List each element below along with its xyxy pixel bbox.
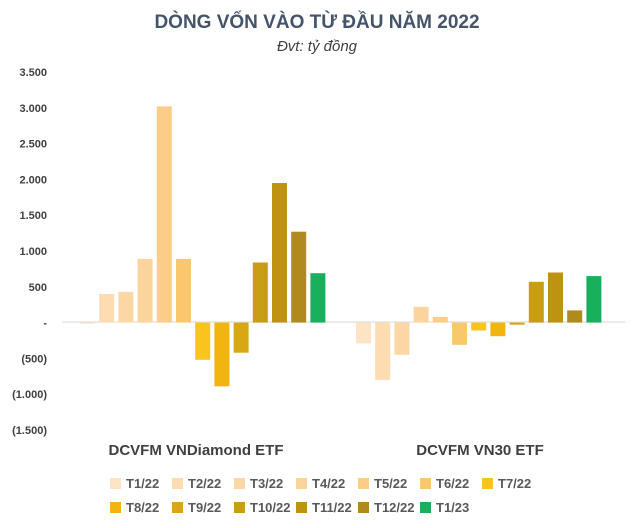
legend-swatch	[110, 478, 121, 489]
bar	[509, 322, 525, 325]
legend-label: T9/22	[188, 500, 221, 515]
legend-label: T12/22	[374, 500, 414, 515]
category-label: DCVFM VNDiamond ETF	[109, 442, 284, 459]
legend-label: T3/22	[250, 476, 283, 491]
bar	[490, 322, 506, 337]
bar	[80, 322, 95, 324]
y-tick-label: 500	[29, 282, 47, 294]
bars	[80, 106, 602, 387]
y-tick-label: 2.000	[19, 174, 47, 186]
legend-label: T10/22	[250, 500, 290, 515]
bar	[567, 310, 583, 323]
bar	[452, 322, 467, 345]
bar	[156, 106, 172, 323]
legend-swatch	[420, 502, 431, 513]
bar	[413, 306, 429, 323]
y-tick-label: 3.000	[19, 103, 47, 115]
legend-label: T8/22	[126, 500, 159, 515]
legend-swatch	[172, 502, 183, 513]
bar	[432, 316, 448, 323]
legend-label: T1/22	[126, 476, 159, 491]
chart-subtitle: Đvt: tỷ đồng	[277, 38, 358, 55]
bar	[394, 322, 410, 355]
y-tick-label: 1.500	[19, 210, 47, 222]
legend-swatch	[296, 478, 307, 489]
bar	[586, 276, 602, 323]
bar	[195, 322, 211, 360]
bar	[471, 322, 487, 331]
legend-label: T2/22	[188, 476, 221, 491]
bar	[99, 294, 115, 323]
bar	[272, 183, 287, 323]
bar	[233, 322, 249, 353]
y-tick-label: -	[43, 318, 47, 330]
y-tick-label: 2.500	[19, 139, 47, 151]
bar	[252, 262, 268, 323]
y-axis: 3.500 3.000 2.500 2.000 1.500 1.000 500 - (500) (…	[12, 67, 47, 437]
legend-label: T5/22	[374, 476, 407, 491]
legend: T1/22 T2/22 T3/22 T4/22 T5/22 T6/22 T7/22 T8/22…	[110, 476, 531, 515]
legend-swatch	[234, 502, 245, 513]
legend-swatch	[234, 478, 245, 489]
legend-label: T7/22	[498, 476, 531, 491]
category-label: DCVFM VN30 ETF	[416, 442, 544, 459]
legend-swatch	[172, 478, 183, 489]
bar	[137, 258, 153, 323]
legend-swatch	[420, 478, 431, 489]
legend-swatch	[296, 502, 307, 513]
bar	[118, 291, 134, 323]
legend-label: T6/22	[436, 476, 469, 491]
group-labels: DCVFM VNDiamond ETF DCVFM VN30 ETF	[109, 442, 544, 459]
bar	[375, 322, 391, 380]
bar	[548, 272, 563, 323]
legend-label: T4/22	[312, 476, 345, 491]
legend-swatch	[110, 502, 121, 513]
legend-swatch	[358, 478, 369, 489]
legend-label: T1/23	[436, 500, 469, 515]
bar	[310, 273, 326, 323]
y-tick-label: (1.500)	[12, 425, 47, 437]
legend-swatch	[358, 502, 369, 513]
legend-label: T11/22	[312, 500, 352, 515]
y-tick-label: (500)	[21, 353, 47, 365]
y-tick-label: 3.500	[19, 67, 47, 79]
bar	[214, 322, 230, 387]
bar	[176, 258, 191, 323]
bar	[356, 322, 371, 344]
bar	[291, 231, 307, 323]
y-tick-label: 1.000	[19, 246, 47, 258]
legend-swatch	[482, 478, 493, 489]
y-tick-label: (1.000)	[12, 389, 47, 401]
bar	[528, 281, 544, 323]
chart-title: DÒNG VỐN VÀO TỪ ĐẦU NĂM 2022	[154, 11, 479, 33]
